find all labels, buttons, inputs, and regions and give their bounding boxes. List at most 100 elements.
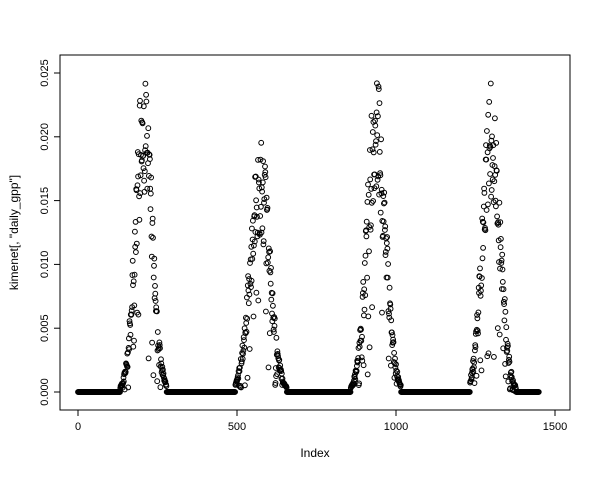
data-point: [362, 292, 369, 299]
data-point: [389, 329, 395, 336]
data-point: [498, 236, 504, 242]
data-point: [484, 353, 491, 360]
data-point: [466, 389, 473, 395]
data-point: [385, 261, 392, 267]
data-point: [355, 355, 362, 361]
data-point: [152, 298, 159, 304]
data-point: [358, 337, 365, 344]
data-point: [478, 287, 484, 294]
data-point: [397, 382, 404, 389]
data-point: [376, 149, 383, 155]
data-point: [251, 238, 258, 245]
data-point: [130, 282, 136, 289]
data-point: [132, 228, 138, 235]
data-point: [365, 313, 372, 320]
data-point: [363, 233, 370, 240]
data-point: [388, 317, 395, 324]
data-point: [130, 278, 137, 285]
data-point: [390, 339, 397, 346]
data-point: [147, 206, 154, 213]
data-point: [255, 157, 261, 163]
data-point: [271, 329, 277, 335]
data-point: [270, 302, 276, 309]
data-point: [267, 280, 274, 287]
data-point: [505, 360, 512, 366]
data-point: [163, 383, 170, 390]
data-point: [377, 172, 384, 179]
data-point: [475, 309, 482, 316]
data-point: [501, 317, 508, 324]
data-point: [160, 366, 166, 373]
data-point: [253, 197, 260, 204]
data-point: [151, 262, 157, 269]
data-point: [356, 343, 363, 350]
data-point: [247, 280, 254, 287]
data-point: [156, 339, 163, 346]
data-point: [478, 367, 485, 374]
data-point: [264, 205, 271, 211]
data-point: [367, 176, 374, 183]
data-point: [361, 286, 368, 293]
data-point: [260, 158, 267, 165]
data-point: [243, 314, 249, 321]
data-point: [145, 125, 152, 132]
data-point: [380, 193, 387, 200]
data-point: [263, 308, 269, 315]
data-point: [127, 331, 134, 338]
data-point: [491, 178, 498, 185]
data-point: [141, 168, 148, 175]
data-point: [496, 199, 503, 206]
y-tick-label: 0.015: [39, 187, 51, 215]
data-point: [136, 216, 143, 223]
data-point: [150, 372, 157, 379]
data-point: [379, 309, 385, 316]
data-point: [479, 275, 485, 281]
data-point: [488, 187, 495, 193]
data-point: [273, 334, 280, 341]
data-point: [264, 259, 271, 266]
data-point: [273, 351, 280, 358]
data-point: [481, 190, 488, 196]
data-point: [482, 227, 489, 234]
data-point: [382, 249, 389, 255]
data-point: [375, 83, 382, 90]
data-point: [478, 282, 485, 289]
data-point: [234, 376, 241, 383]
data-point: [246, 346, 253, 352]
data-point: [486, 99, 493, 105]
data-point: [144, 185, 151, 192]
data-point: [474, 315, 481, 322]
data-point: [500, 298, 507, 305]
data-point: [384, 274, 391, 281]
data-point: [377, 209, 384, 216]
data-point: [493, 203, 499, 210]
data-point: [393, 361, 399, 368]
data-point: [485, 111, 492, 118]
data-point: [503, 324, 510, 331]
data-point: [278, 368, 285, 375]
data-point: [240, 350, 246, 357]
data-point: [149, 339, 156, 346]
data-point: [487, 171, 494, 177]
data-point: [494, 325, 501, 332]
data-point: [136, 193, 143, 200]
data-point: [235, 375, 242, 382]
data-point: [496, 331, 503, 338]
data-point: [508, 368, 515, 375]
data-point: [263, 194, 270, 201]
data-point: [265, 364, 272, 371]
data-point: [259, 179, 266, 186]
data-point: [143, 98, 150, 105]
data-point: [157, 384, 164, 391]
data-point: [381, 199, 388, 206]
data-point: [260, 241, 267, 248]
data-point: [383, 240, 390, 247]
data-point: [359, 333, 365, 340]
data-point: [471, 380, 478, 387]
data-point: [238, 358, 245, 365]
data-point: [370, 198, 377, 204]
data-point: [479, 255, 486, 262]
data-point: [499, 251, 506, 258]
